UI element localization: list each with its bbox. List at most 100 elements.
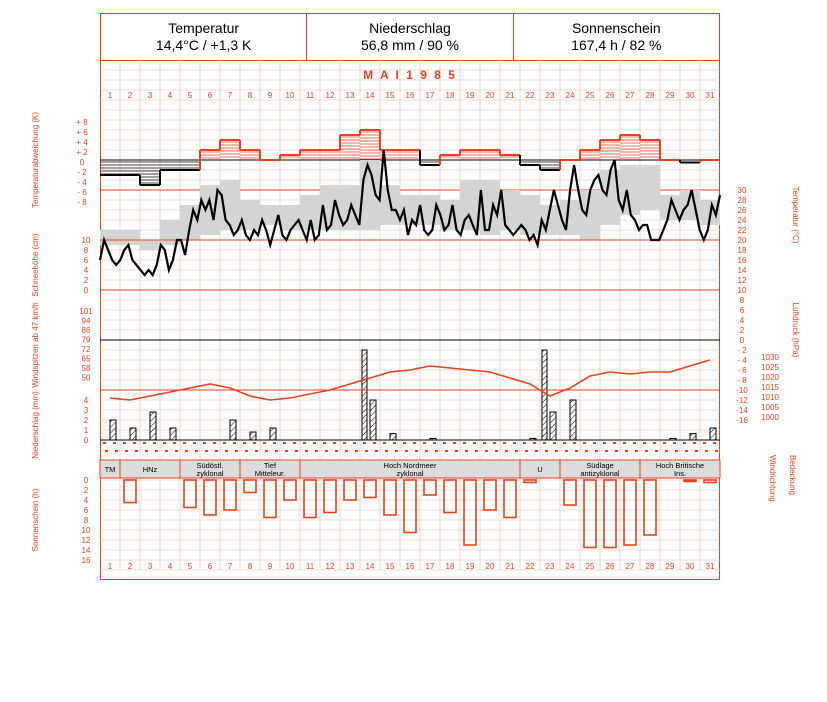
temperature-tick: - 2 [737, 346, 747, 355]
cloud-dot [303, 442, 306, 444]
anomaly-bar [100, 161, 120, 176]
day-label-top: 28 [646, 91, 655, 100]
anomaly-tick: + 2 [76, 148, 88, 157]
day-label-bottom: 19 [466, 562, 475, 571]
pressure-tick: 1020 [761, 373, 779, 382]
wind-direction-dot [385, 450, 388, 452]
wind-direction-dot [495, 450, 498, 452]
precip-bar [529, 437, 537, 441]
wind-direction-dot [425, 450, 428, 452]
cloud-dot [373, 442, 376, 444]
wind-direction-dot [485, 450, 488, 452]
precip-bar [369, 399, 377, 441]
day-label-top: 14 [366, 91, 375, 100]
sunshine-bar [683, 479, 697, 483]
wind-direction-dot [555, 450, 558, 452]
temperature-tick: - 6 [737, 366, 747, 375]
snow-tick: 10 [82, 236, 91, 245]
summary-precipitation-value: 56,8 mm / 90 % [360, 37, 460, 53]
sunshine-tick: 2 [84, 486, 89, 495]
cloud-dot [563, 442, 566, 444]
weather-type-label: U [537, 465, 542, 474]
precip-tick: 0 [84, 436, 89, 445]
cloud-dot [713, 442, 716, 444]
day-label-bottom: 3 [148, 562, 153, 571]
wind-direction-dot [265, 450, 268, 452]
temperature-tick: 24 [738, 216, 747, 225]
wind-direction-dot [435, 450, 438, 452]
sunshine-axis-label: Sonnenschein (h) [31, 488, 40, 551]
cloud-dot [473, 442, 476, 444]
anomaly-bar [659, 140, 680, 161]
precip-bar [229, 419, 237, 441]
cloud-dot [123, 442, 126, 444]
day-label-bottom: 13 [346, 562, 355, 571]
cloud-dot [203, 442, 206, 444]
wind-direction-dot [255, 450, 258, 452]
anomaly-bar [299, 149, 320, 159]
wind-direction-dot [565, 450, 568, 452]
temperature-tick: - 8 [737, 376, 747, 385]
sunshine-bar [223, 479, 237, 511]
wind-direction-dot [205, 450, 208, 452]
cloud-dot [143, 442, 146, 444]
summary-precipitation-title: Niederschlag [369, 20, 451, 36]
precip-axis-label: Niederschlag (mm) [31, 391, 40, 459]
day-label-top: 15 [386, 91, 395, 100]
pressure-tick: 1010 [761, 393, 779, 402]
cloud-dot [433, 442, 436, 444]
cloud-dot [543, 442, 546, 444]
cloud-dot [403, 442, 406, 444]
wind-direction-dot [655, 450, 658, 452]
sunshine-bar [603, 479, 617, 549]
wind-direction-dot [695, 450, 698, 452]
chart-title: M A I 1 9 8 5 [363, 68, 457, 82]
day-label-top: 1 [108, 91, 113, 100]
wind-direction-dot [195, 450, 198, 452]
anomaly-bar [279, 154, 300, 160]
wind-direction-dot [285, 450, 288, 452]
temperature-tick: 26 [738, 206, 747, 215]
sunshine-bar [383, 479, 397, 516]
cloud-dot [533, 442, 536, 444]
cloud-dot [703, 442, 706, 444]
wind-direction-dot [535, 450, 538, 452]
sunshine-tick: 6 [84, 506, 89, 515]
day-label-top: 4 [168, 91, 173, 100]
sunshine-bar [443, 479, 457, 514]
wind-direction-dot [595, 450, 598, 452]
wind-direction-dot [245, 450, 248, 452]
wind-direction-dot [115, 450, 118, 452]
wind-direction-dot [515, 450, 518, 452]
day-label-top: 3 [148, 91, 153, 100]
snow-tick: 8 [84, 246, 89, 255]
cloud-dot [583, 442, 586, 444]
cloud-dot [503, 442, 506, 444]
temperature-tick: 6 [740, 306, 745, 315]
day-label-bottom: 31 [706, 562, 715, 571]
weather-type-label: Ins. [674, 469, 686, 478]
pressure-tick: 1030 [761, 353, 779, 362]
cloud-dot [133, 442, 136, 444]
anomaly-bar [439, 154, 460, 165]
sunshine-tick: 4 [84, 496, 89, 505]
precip-bar [249, 431, 257, 441]
sunshine-bar [283, 479, 297, 501]
wind-direction-dot [585, 450, 588, 452]
anomaly-bar [579, 149, 600, 160]
day-label-top: 6 [208, 91, 213, 100]
cloud-dot [233, 442, 236, 444]
day-label-bottom: 5 [188, 562, 193, 571]
summary-sunshine-value: 167,4 h / 82 % [571, 37, 662, 53]
wind-tick: 65 [82, 355, 91, 364]
cloud-dot [603, 442, 606, 444]
wind-direction-dot [185, 450, 188, 452]
pressure-tick: 1000 [761, 413, 779, 422]
cloud-dot [163, 442, 166, 444]
sunshine-tick: 16 [82, 556, 91, 565]
wind-tick: 86 [82, 326, 91, 335]
anomaly-bar [219, 139, 240, 158]
snow-tick: 4 [84, 266, 89, 275]
cloud-dot [463, 442, 466, 444]
